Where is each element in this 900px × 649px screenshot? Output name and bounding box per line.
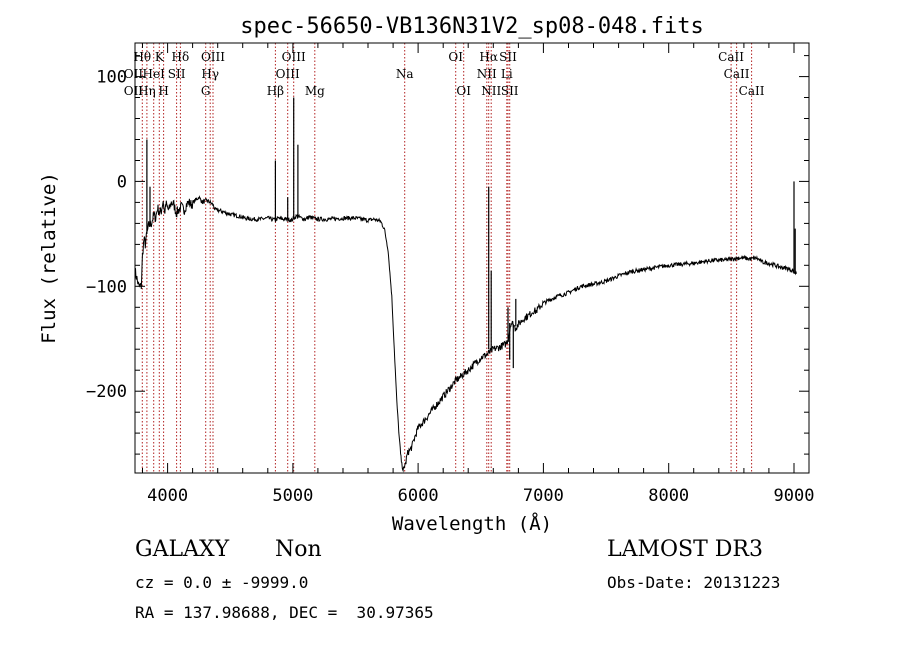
chart-title: spec-56650-VB136N31V2_sp08-048.fits (240, 14, 704, 39)
line-label-10: Hγ (201, 67, 219, 81)
redshift-line: cz = 0.0 ± -9999.0 (135, 573, 309, 592)
line-label-27: CaII (739, 84, 765, 98)
survey-label: LAMOST DR3 (607, 537, 763, 562)
line-label-11: OIII (201, 50, 225, 64)
y-axis-ticks: −200 −100 0 100 (86, 55, 809, 455)
line-label-14: OIII (282, 50, 306, 64)
line-label-21: NII (481, 84, 501, 98)
x-tick-label-6000: 6000 (398, 486, 439, 506)
line-label-26: CaII (724, 67, 750, 81)
line-label-5: K (155, 50, 165, 64)
y-tick-label-100: 100 (96, 68, 127, 88)
emission-line-markers (141, 43, 753, 473)
line-label-4: HeI (143, 67, 166, 81)
class-label: GALAXY (135, 537, 230, 562)
line-label-25: CaII (718, 50, 744, 64)
line-label-0: OII (124, 67, 144, 81)
line-label-15: Mg (305, 84, 325, 98)
line-label-13: OIII (276, 67, 300, 81)
x-tick-label-9000: 9000 (774, 486, 815, 506)
line-label-19: NII (477, 67, 497, 81)
x-axis-label: Wavelength (Å) (392, 512, 552, 535)
line-label-20: Hα (479, 50, 498, 64)
line-label-3: Hη (138, 84, 156, 98)
line-label-12: Hβ (267, 84, 284, 98)
coordinates-line: RA = 137.98688, DEC = 30.97365 (135, 603, 434, 622)
line-label-2: Hθ (133, 50, 151, 64)
line-label-6: H (158, 84, 168, 98)
emission-line-labels: OIIOIIHθHηHeIKHSIIHδGHγOIIIHβOIIIOIIIMgN… (124, 50, 765, 98)
spectrum-line (134, 195, 797, 473)
plot-frame (134, 42, 810, 474)
y-tick-label--200: −200 (86, 382, 127, 402)
y-tick-label--100: −100 (86, 277, 127, 297)
line-label-9: G (201, 84, 211, 98)
y-axis-label: Flux (relative) (38, 172, 60, 344)
spectrum-layer (134, 97, 797, 473)
line-label-23: SII (499, 50, 517, 64)
line-label-8: Hδ (172, 50, 190, 64)
line-label-7: SII (168, 67, 186, 81)
y-tick-label-0: 0 (117, 172, 127, 192)
line-label-17: OI (448, 50, 463, 64)
line-label-18: OI (456, 84, 471, 98)
subclass-label: Non (275, 537, 322, 562)
line-label-1: OII (124, 84, 144, 98)
line-label-16: Na (396, 67, 414, 81)
x-tick-label-8000: 8000 (648, 486, 689, 506)
x-tick-label-7000: 7000 (523, 486, 564, 506)
x-tick-label-5000: 5000 (272, 486, 313, 506)
x-tick-label-4000: 4000 (147, 486, 188, 506)
line-label-24: SII (501, 84, 519, 98)
x-axis-ticks: 4000 5000 6000 7000 8000 9000 (142, 43, 815, 506)
obs-date: Obs-Date: 20131223 (607, 573, 781, 592)
line-label-22: Li (501, 67, 513, 81)
